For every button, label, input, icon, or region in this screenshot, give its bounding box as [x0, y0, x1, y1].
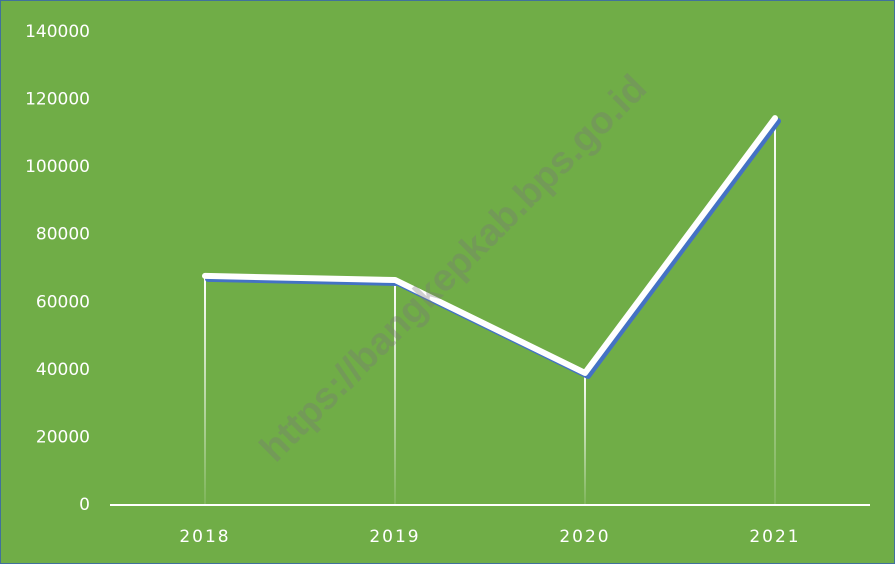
- drop-line: [774, 118, 776, 506]
- y-tick-label: 80000: [36, 225, 90, 245]
- drop-line: [584, 372, 586, 505]
- y-tick-label: 40000: [36, 360, 90, 380]
- x-tick-label: 2018: [179, 527, 230, 547]
- y-tick-label: 100000: [25, 157, 90, 177]
- line: [202, 115, 778, 376]
- y-tick-label: 0: [79, 495, 90, 515]
- y-tick-label: 120000: [25, 90, 90, 110]
- drop-line: [204, 275, 206, 505]
- drop-line: [394, 279, 396, 505]
- y-tick-label: 140000: [25, 22, 90, 42]
- x-tick-label: 2019: [369, 527, 420, 547]
- x-tick-label: 2020: [559, 527, 610, 547]
- y-tick-label: 20000: [36, 427, 90, 447]
- y-tick-label: 60000: [36, 292, 90, 312]
- x-tick-label: 2021: [749, 527, 800, 547]
